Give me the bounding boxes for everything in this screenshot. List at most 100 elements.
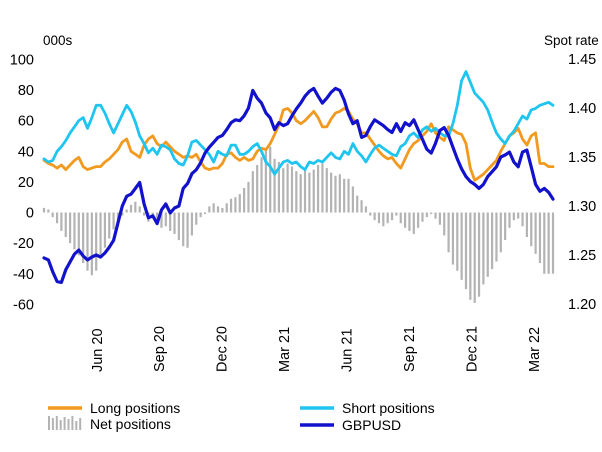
x-tick-label: Dec 21 xyxy=(464,326,480,372)
legend-swatch-net-bar xyxy=(55,416,58,430)
net-position-bar xyxy=(447,212,450,253)
net-position-bar xyxy=(95,212,98,271)
net-position-bar xyxy=(360,200,363,213)
net-position-bar xyxy=(90,212,93,276)
net-position-bar xyxy=(125,209,128,213)
net-position-bar xyxy=(134,201,137,213)
net-position-bar xyxy=(60,212,63,231)
net-position-bar xyxy=(69,212,72,244)
right-tick-label: 1.35 xyxy=(568,150,596,166)
net-position-bar xyxy=(434,212,437,219)
left-tick-label: 60 xyxy=(18,114,34,130)
net-position-bar xyxy=(521,212,524,227)
net-position-bar xyxy=(243,188,246,213)
net-position-bar xyxy=(273,158,276,213)
net-position-bar xyxy=(551,212,555,274)
net-position-bar xyxy=(386,212,389,224)
net-position-bar xyxy=(64,212,67,237)
long-positions-line xyxy=(42,107,555,182)
left-tick-label: 40 xyxy=(18,144,34,160)
net-position-bar xyxy=(477,212,481,297)
net-position-bar xyxy=(251,171,254,213)
net-position-bar xyxy=(290,166,294,213)
net-position-bar xyxy=(308,172,311,213)
left-axis: -60 -40 -20 0 20 40 60 80 100 xyxy=(10,52,34,313)
legend: Long positions Net positions Short posit… xyxy=(48,400,435,433)
net-position-bar xyxy=(177,212,180,241)
net-position-bar xyxy=(534,212,537,254)
net-position-bar xyxy=(417,212,420,228)
net-position-bar xyxy=(229,198,233,213)
right-axis-unit-label: Spot rate xyxy=(544,33,599,48)
net-position-bar xyxy=(399,212,402,224)
legend-label-long: Long positions xyxy=(90,400,180,416)
net-position-bar xyxy=(490,212,494,270)
net-position-bar xyxy=(269,146,272,213)
net-position-bar xyxy=(438,212,441,225)
x-tick-label: Sep 21 xyxy=(402,326,418,372)
legend-item-net: Net positions xyxy=(48,416,171,432)
net-position-bar xyxy=(486,212,489,277)
net-position-bar xyxy=(325,168,328,213)
net-position-bar xyxy=(247,181,250,213)
net-position-bar xyxy=(190,212,194,236)
net-position-bar xyxy=(460,212,463,280)
net-position-bar xyxy=(169,212,172,231)
left-tick-label: 100 xyxy=(10,52,34,68)
left-tick-label: 80 xyxy=(18,83,34,99)
net-position-bar xyxy=(321,163,324,213)
net-position-bar xyxy=(277,161,281,213)
net-position-bar xyxy=(473,212,476,303)
net-position-bar xyxy=(295,171,298,213)
left-axis-unit-label: 000s xyxy=(43,33,73,48)
right-tick-label: 1.20 xyxy=(568,297,596,313)
net-position-bar xyxy=(51,212,54,218)
legend-swatch-net-bar xyxy=(67,419,70,430)
legend-label-gbpusd: GBPUSD xyxy=(342,417,401,433)
net-position-bar xyxy=(330,172,333,213)
net-position-bar xyxy=(55,212,59,224)
net-position-bar xyxy=(403,212,407,228)
net-position-bar xyxy=(316,165,320,213)
net-position-bar xyxy=(256,165,259,213)
legend-swatch-net xyxy=(48,416,82,430)
net-position-bar xyxy=(547,212,550,274)
net-position-bar xyxy=(195,212,198,225)
net-position-bar xyxy=(369,212,372,216)
net-positions-bars xyxy=(42,146,555,303)
legend-swatch-net-bar xyxy=(63,417,66,430)
left-tick-label: 0 xyxy=(26,206,34,222)
net-position-bar xyxy=(347,178,350,213)
x-tick-label: Mar 21 xyxy=(277,327,293,372)
net-position-bar xyxy=(173,212,176,234)
net-position-bar xyxy=(538,212,542,264)
net-position-bar xyxy=(77,212,80,256)
net-position-bar xyxy=(338,174,341,213)
x-tick-label: Jun 20 xyxy=(90,328,106,372)
right-tick-label: 1.45 xyxy=(568,52,596,68)
net-position-bar xyxy=(225,203,228,213)
right-tick-label: 1.25 xyxy=(568,248,596,264)
net-position-bar xyxy=(42,207,46,213)
net-position-bar xyxy=(108,212,111,239)
left-tick-label: -60 xyxy=(13,297,34,313)
net-position-bar xyxy=(334,175,337,213)
net-position-bar xyxy=(364,206,368,213)
net-position-bar xyxy=(343,178,346,213)
net-position-bar xyxy=(356,195,359,213)
gbpusd-line xyxy=(42,86,555,284)
left-tick-label: -20 xyxy=(13,236,34,252)
left-tick-label: 20 xyxy=(18,175,34,191)
net-position-bar xyxy=(412,212,415,234)
net-position-bar xyxy=(282,168,285,213)
net-position-bar xyxy=(138,206,141,213)
legend-swatch-net-bar xyxy=(59,420,62,430)
net-position-bar xyxy=(373,212,376,221)
net-position-bar xyxy=(482,212,485,285)
net-position-bar xyxy=(382,212,385,227)
net-position-bar xyxy=(264,148,267,213)
net-position-bar xyxy=(47,209,50,213)
right-axis: 1.20 1.25 1.30 1.35 1.40 1.45 xyxy=(568,52,596,313)
net-position-bar xyxy=(86,212,89,271)
